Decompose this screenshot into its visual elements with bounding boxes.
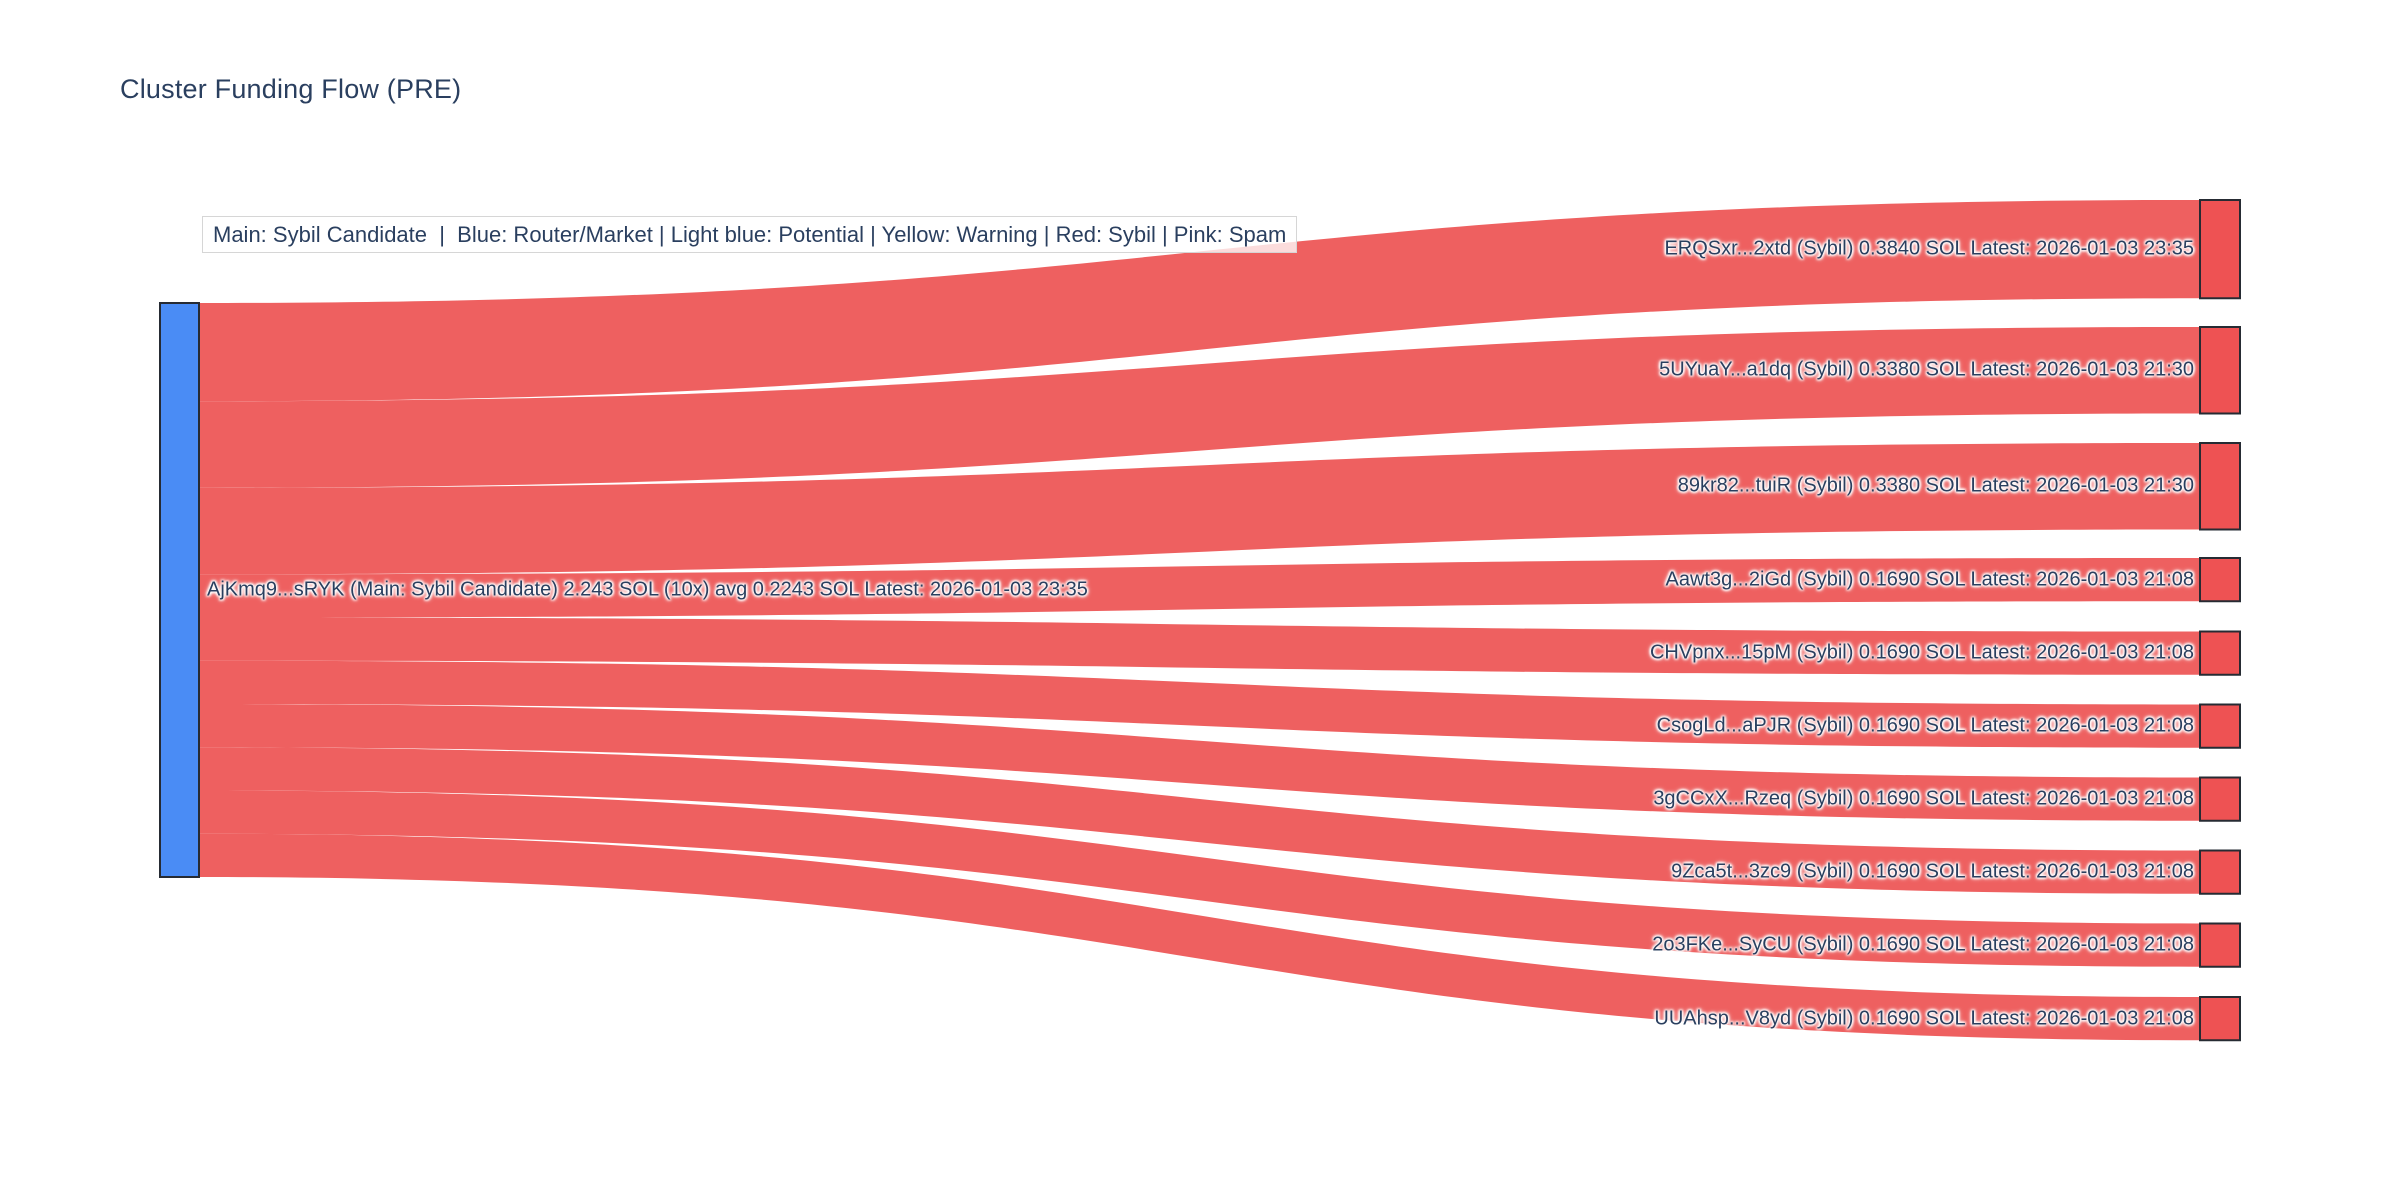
target-node[interactable] [2199, 199, 2241, 300]
sankey-link[interactable] [199, 704, 2200, 821]
target-node-label: Aawt3g...2iGd (Sybil) 0.1690 SOL Latest:… [1665, 568, 2194, 591]
target-node-label: ERQSxr...2xtd (Sybil) 0.3840 SOL Latest:… [1664, 237, 2194, 260]
target-node[interactable] [2199, 326, 2241, 415]
target-node-label: 2o3FKe...SyCU (Sybil) 0.1690 SOL Latest:… [1652, 933, 2194, 956]
target-node-label: CsogLd...aPJR (Sybil) 0.1690 SOL Latest:… [1656, 714, 2194, 737]
target-node[interactable] [2199, 703, 2241, 749]
target-node[interactable] [2199, 849, 2241, 895]
sankey-link[interactable] [199, 617, 2200, 675]
sankey-link[interactable] [199, 660, 2200, 748]
target-node-label: 5UYuaY...a1dq (Sybil) 0.3380 SOL Latest:… [1659, 358, 2194, 381]
target-node[interactable] [2199, 776, 2241, 822]
sankey-link[interactable] [199, 833, 2200, 1041]
target-node-label: UUAhsp...V8yd (Sybil) 0.1690 SOL Latest:… [1654, 1007, 2194, 1030]
sankey-link[interactable] [199, 443, 2200, 575]
target-node-label: 3gCCxX...Rzeq (Sybil) 0.1690 SOL Latest:… [1653, 787, 2194, 810]
target-node[interactable] [2199, 630, 2241, 676]
target-node-label: 89kr82...tuiR (Sybil) 0.3380 SOL Latest:… [1677, 474, 2194, 497]
sankey-link[interactable] [199, 790, 2200, 967]
source-node[interactable] [159, 302, 200, 878]
target-node[interactable] [2199, 996, 2241, 1042]
target-node[interactable] [2199, 442, 2241, 531]
sankey-link[interactable] [199, 327, 2200, 488]
target-node[interactable] [2199, 557, 2241, 603]
target-node-label: CHVpnx...15pM (Sybil) 0.1690 SOL Latest:… [1649, 641, 2194, 664]
sankey-link[interactable] [199, 200, 2200, 402]
legend-annotation: Main: Sybil Candidate | Blue: Router/Mar… [202, 216, 1298, 253]
source-node-label: AjKmq9...sRYK (Main: Sybil Candidate) 2.… [207, 578, 1088, 601]
sankey-link[interactable] [199, 558, 2200, 618]
sankey-link[interactable] [199, 747, 2200, 894]
target-node[interactable] [2199, 922, 2241, 968]
target-node-label: 9Zca5t...3zc9 (Sybil) 0.1690 SOL Latest:… [1671, 860, 2194, 883]
chart-title: Cluster Funding Flow (PRE) [120, 74, 462, 104]
